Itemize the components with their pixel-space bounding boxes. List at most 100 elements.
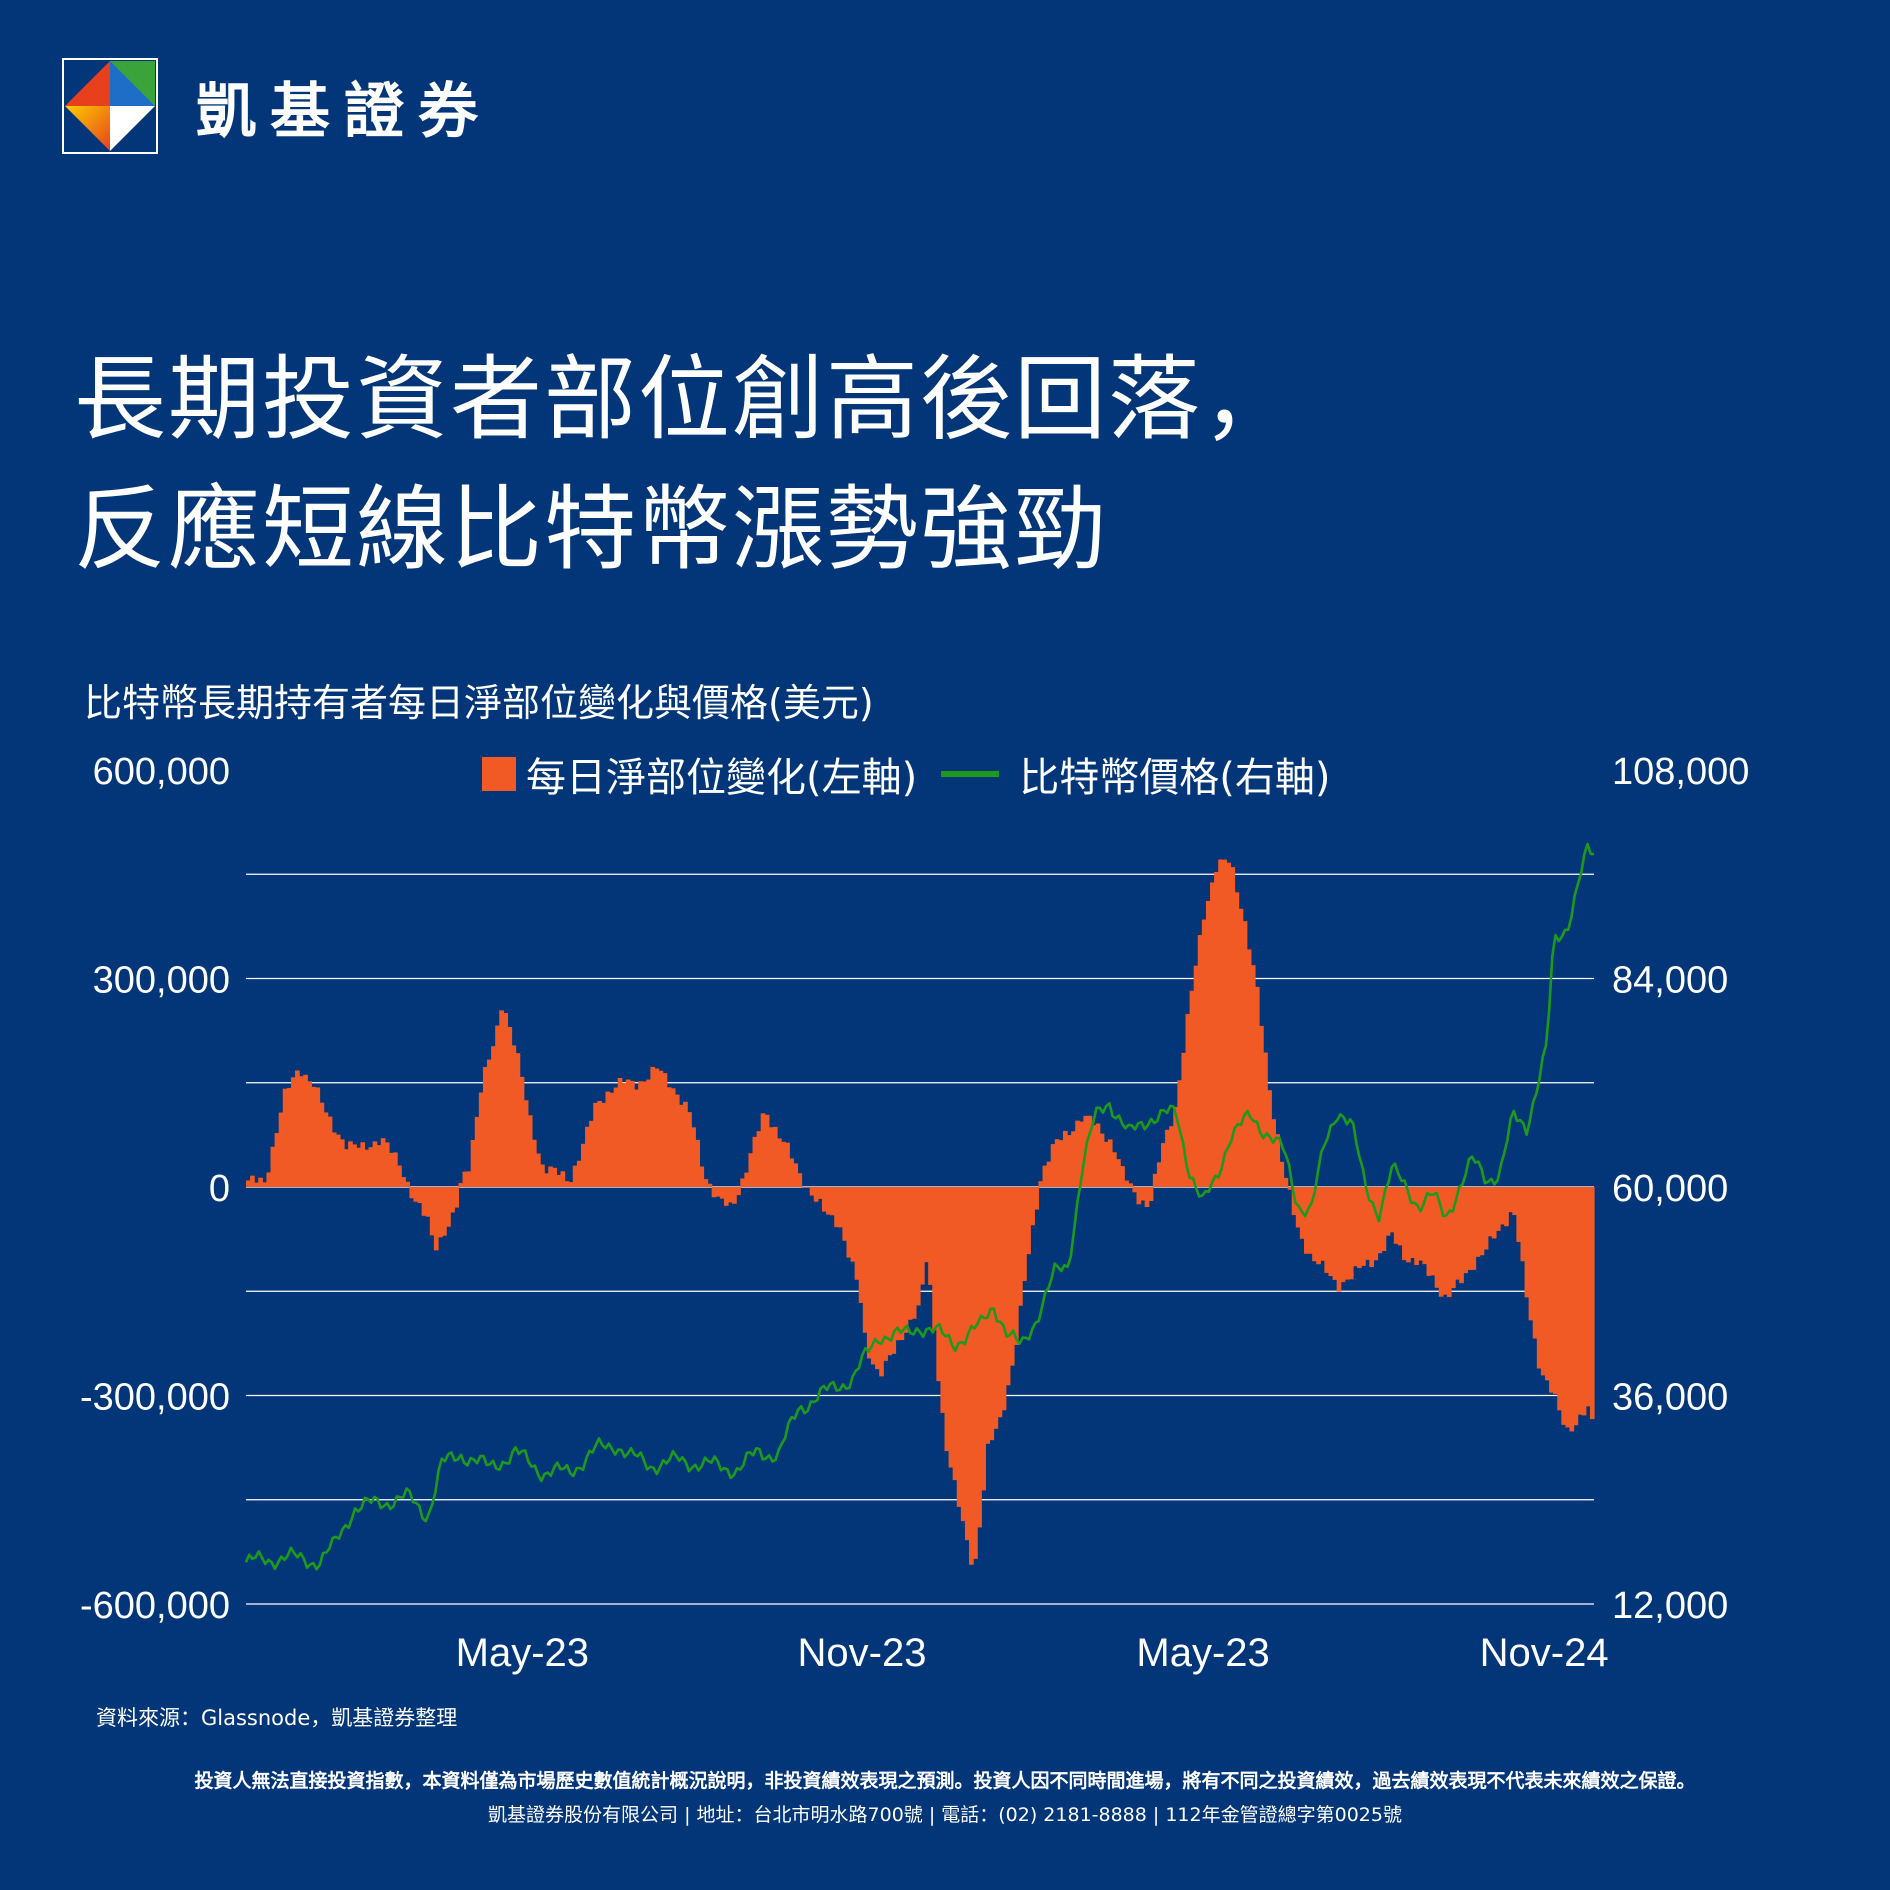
right-axis-tick-label: 36,000: [1612, 1377, 1728, 1419]
title-line-1: 長期投資者部位創高後回落，: [74, 346, 1297, 453]
net-position-bar: [1451, 1187, 1456, 1289]
net-position-bar: [768, 1127, 774, 1187]
net-position-bar: [491, 1046, 496, 1187]
net-position-bar: [1058, 1140, 1064, 1187]
net-position-bar: [1226, 862, 1232, 1187]
net-position-bar: [393, 1152, 398, 1187]
net-position-bar: [683, 1101, 688, 1187]
net-position-bar: [1316, 1187, 1321, 1265]
net-position-bar: [1328, 1187, 1334, 1277]
net-position-bar: [1165, 1129, 1170, 1187]
net-position-bar: [1357, 1187, 1362, 1269]
legend-line-label: 比特幣價格(右軸): [1019, 755, 1331, 801]
net-position-bar: [740, 1178, 745, 1187]
net-position-bar: [1381, 1187, 1387, 1251]
net-position-bar: [748, 1153, 754, 1187]
net-position-bar: [458, 1182, 464, 1187]
net-position-bar: [1467, 1187, 1473, 1270]
net-position-bar: [964, 1187, 970, 1541]
net-position-bar: [482, 1066, 488, 1187]
net-position-bar: [629, 1080, 635, 1187]
net-position-bar: [1271, 1119, 1276, 1187]
net-position-bar: [1373, 1187, 1379, 1261]
net-position-bar: [1365, 1187, 1370, 1260]
net-position-bar: [1512, 1187, 1517, 1216]
net-position-bar: [1116, 1159, 1121, 1187]
net-position-bar: [1071, 1131, 1076, 1187]
net-position-bar: [1128, 1183, 1134, 1187]
net-position-bar: [1324, 1187, 1330, 1273]
net-position-bar: [1263, 1052, 1268, 1187]
net-position-bar: [446, 1187, 451, 1227]
net-position-bar: [1283, 1177, 1289, 1187]
net-position-bar: [944, 1187, 950, 1452]
net-position-bar: [801, 1187, 807, 1188]
left-axis-tick-label: -300,000: [80, 1377, 230, 1419]
net-position-bar: [1287, 1187, 1293, 1190]
net-position-bar: [1189, 990, 1195, 1187]
net-position-bar: [437, 1187, 443, 1238]
net-position-bar: [723, 1187, 729, 1206]
net-position-bar: [911, 1187, 917, 1319]
net-position-bar: [311, 1086, 317, 1187]
net-position-bar: [384, 1142, 390, 1187]
net-position-bar: [879, 1187, 884, 1377]
legend-line-swatch: [941, 771, 1000, 777]
net-position-bar: [585, 1126, 590, 1187]
net-position-bar: [646, 1079, 651, 1187]
net-position-bar: [1042, 1165, 1048, 1187]
net-position-bar: [487, 1059, 492, 1187]
net-position-bar: [1475, 1187, 1481, 1257]
net-position-bar: [258, 1177, 263, 1187]
net-position-bar: [826, 1187, 831, 1215]
net-position-bar: [1050, 1144, 1056, 1187]
net-position-bar: [1565, 1187, 1571, 1428]
net-position-bar: [772, 1126, 778, 1187]
net-position-bar: [601, 1102, 607, 1187]
right-axis-tick-label: 84,000: [1612, 960, 1728, 1002]
net-position-bar: [1250, 965, 1256, 1187]
net-position-bar: [907, 1187, 913, 1320]
net-position-bar: [401, 1177, 406, 1187]
net-position-bar: [875, 1187, 880, 1370]
net-position-bar: [1091, 1125, 1097, 1187]
net-position-bar: [478, 1092, 484, 1187]
net-position-bar: [462, 1171, 468, 1187]
net-position-bar: [540, 1164, 545, 1187]
left-axis-tick-label: -600,000: [80, 1585, 230, 1627]
net-position-bar: [1001, 1187, 1007, 1411]
brand-name: 凱基證券: [196, 76, 492, 147]
net-position-bar: [1308, 1187, 1313, 1254]
net-position-bar: [1495, 1187, 1501, 1231]
net-position-bar: [1471, 1187, 1477, 1270]
net-position-bar: [1136, 1187, 1142, 1205]
net-position-bar: [1005, 1187, 1011, 1386]
net-position-bar: [915, 1187, 921, 1306]
net-position-bar: [870, 1187, 876, 1365]
net-position-bar: [956, 1187, 962, 1507]
net-position-bar: [1557, 1187, 1562, 1411]
net-position-bar: [1067, 1135, 1072, 1187]
net-position-bar: [454, 1187, 460, 1208]
net-position-bar: [928, 1187, 933, 1285]
net-position-bar: [503, 1012, 509, 1187]
net-position-bar: [793, 1163, 799, 1187]
net-position-bar: [580, 1143, 586, 1187]
net-position-bar: [1124, 1180, 1129, 1187]
net-position-bar: [413, 1187, 419, 1202]
net-position-bar: [1520, 1187, 1526, 1262]
net-position-bar: [364, 1149, 370, 1187]
net-position-bar: [1214, 871, 1219, 1187]
net-position-bar: [319, 1102, 325, 1187]
net-position-bar: [936, 1187, 942, 1382]
net-position-bar: [1148, 1187, 1154, 1202]
net-position-bar: [1585, 1187, 1591, 1407]
net-position-bar: [691, 1127, 696, 1187]
net-position-bar: [417, 1187, 423, 1204]
net-position-bar: [1185, 1013, 1191, 1187]
title-line-2: 反應短線比特幣漲勢強勁: [74, 476, 1109, 583]
axis-labels-layer: 600,000 300,000 0 -300,000 -600,000 108,000 84…: [80, 751, 1749, 1675]
net-position-bar: [711, 1187, 717, 1198]
net-position-bar: [666, 1087, 672, 1187]
